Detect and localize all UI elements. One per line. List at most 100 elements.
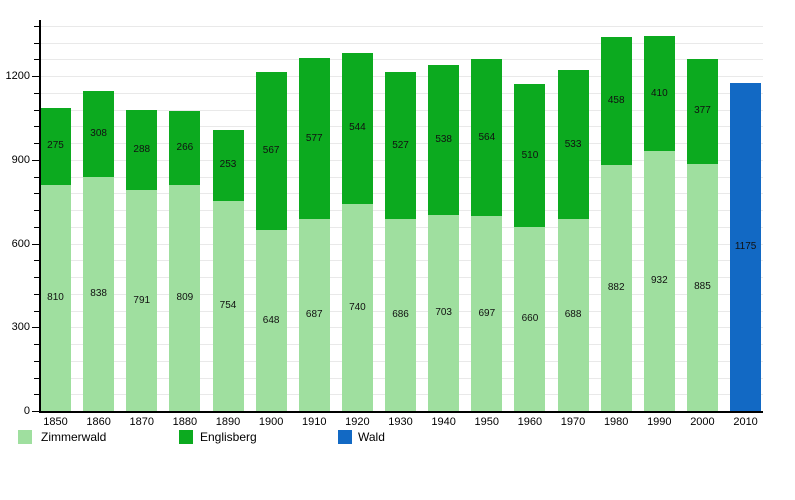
- x-axis-tick-label: 1980: [603, 416, 629, 428]
- y-axis-tick: [32, 76, 40, 77]
- x-axis-tick-label: 1850: [43, 416, 68, 428]
- bar-segment-zimmerwald-1990: [643, 150, 675, 411]
- y-gridline: [41, 59, 763, 61]
- bar-segment-englisberg-1870: [126, 109, 158, 191]
- legend-swatch-zimmerwald: [18, 430, 32, 444]
- bar-segment-englisberg-1900: [255, 71, 287, 231]
- y-axis-tick-label: 0: [23, 405, 30, 417]
- y-axis-tick: [34, 42, 40, 44]
- x-axis-tick-label: 1940: [431, 416, 456, 428]
- y-axis-tick: [34, 310, 40, 312]
- bar-value-label: 275: [47, 140, 64, 152]
- bar-segment-zimmerwald-1970: [557, 218, 589, 411]
- x-axis-tick-label: 2000: [690, 416, 715, 428]
- y-axis-tick: [34, 109, 40, 111]
- bar-value-label: 538: [435, 133, 452, 145]
- y-axis-tick-label: 1200: [5, 70, 30, 82]
- x-axis-tick-label: 1930: [388, 416, 413, 428]
- y-axis-tick-label: 300: [11, 321, 30, 334]
- x-axis-tick-label: 1900: [258, 416, 284, 428]
- legend-swatch-englisberg: [179, 430, 193, 444]
- y-gridline: [41, 25, 763, 27]
- y-axis-tick-label: 600: [11, 237, 30, 250]
- bar-segment-englisberg-1940: [428, 64, 460, 215]
- bar-segment-wald-2010: [730, 82, 762, 411]
- bar-segment-englisberg-1890: [212, 129, 244, 201]
- y-axis-tick: [34, 277, 40, 278]
- bar-segment-englisberg-1970: [557, 70, 589, 219]
- y-axis-tick: [32, 411, 40, 412]
- bar-value-label: 703: [435, 306, 452, 318]
- x-axis-tick-label: 1890: [215, 416, 241, 428]
- x-axis-tick-label: 1860: [86, 416, 111, 428]
- bar-value-label: 1175: [734, 240, 757, 252]
- bar-value-label: 377: [694, 105, 711, 117]
- bar-value-label: 688: [564, 308, 582, 320]
- bar-value-label: 577: [305, 132, 323, 144]
- bar-value-label: 544: [349, 122, 366, 134]
- x-axis-tick-label: 1990: [647, 416, 672, 428]
- y-axis-tick: [34, 92, 40, 94]
- y-axis-tick: [34, 394, 40, 396]
- bar-segment-englisberg-2000: [686, 58, 718, 164]
- y-axis-tick: [34, 126, 40, 128]
- bar-segment-englisberg-1850: [40, 108, 71, 185]
- bar-value-label: 838: [90, 288, 107, 300]
- bar-value-label: 527: [392, 139, 409, 151]
- bar-segment-englisberg-1920: [341, 52, 373, 205]
- bar-value-label: 308: [90, 128, 107, 140]
- y-axis-tick: [34, 226, 40, 228]
- y-axis-tick: [34, 293, 40, 295]
- bar-segment-zimmerwald-1890: [212, 200, 244, 411]
- x-axis-tick-label: 1910: [302, 416, 327, 428]
- bar-value-label: 754: [219, 299, 237, 311]
- legend-label-zimmerwald: Zimmerwald: [41, 430, 107, 444]
- bar-segment-zimmerwald-2000: [686, 163, 718, 411]
- y-axis-tick: [34, 360, 40, 362]
- bar-value-label: 648: [262, 314, 280, 326]
- bar-segment-englisberg-1910: [298, 58, 330, 220]
- bar-segment-englisberg-1860: [83, 91, 115, 178]
- x-axis-line: [40, 411, 763, 413]
- y-axis-tick: [34, 59, 40, 61]
- bar-value-label: 266: [176, 142, 194, 154]
- bar-value-label: 686: [392, 309, 409, 321]
- bar-segment-zimmerwald-1850: [40, 184, 71, 411]
- bar-value-label: 533: [564, 138, 582, 150]
- bar-value-label: 510: [521, 149, 539, 161]
- bar-segment-zimmerwald-1940: [428, 214, 460, 411]
- bar-value-label: 253: [219, 159, 237, 171]
- legend-label-wald: Wald: [358, 430, 385, 444]
- x-axis-tick-label: 1960: [517, 416, 543, 428]
- x-axis-tick-label: 1880: [172, 416, 198, 428]
- bar-value-label: 567: [262, 144, 280, 156]
- bar-value-label: 660: [521, 312, 539, 324]
- bar-segment-englisberg-1930: [385, 72, 417, 220]
- bar-value-label: 740: [349, 301, 366, 313]
- bar-segment-englisberg-1950: [471, 58, 503, 217]
- bar-segment-zimmerwald-1930: [385, 219, 417, 411]
- bar-segment-zimmerwald-1900: [255, 230, 287, 411]
- legend-label-englisberg: Englisberg: [200, 430, 257, 444]
- bar-value-label: 882: [607, 281, 625, 293]
- bar-value-label: 410: [650, 87, 668, 99]
- bar-segment-zimmerwald-1910: [298, 219, 330, 411]
- bar-segment-zimmerwald-1870: [126, 190, 158, 411]
- x-axis-tick-label: 2010: [733, 416, 758, 428]
- x-axis-tick-label: 1950: [474, 416, 500, 428]
- bar-value-label: 932: [650, 274, 668, 286]
- bar-value-label: 564: [478, 131, 496, 143]
- bar-segment-zimmerwald-1950: [471, 216, 503, 411]
- x-axis-tick-label: 1920: [345, 416, 370, 428]
- bar-value-label: 885: [694, 281, 711, 293]
- y-axis-tick: [32, 243, 40, 245]
- y-axis-tick: [34, 377, 40, 379]
- x-axis-tick-label: 1870: [129, 416, 154, 428]
- y-axis-tick: [34, 176, 40, 178]
- y-axis-tick: [34, 143, 40, 144]
- bar-value-label: 458: [607, 94, 625, 106]
- legend-swatch-wald: [338, 430, 352, 444]
- y-axis-tick: [34, 260, 40, 262]
- bar-value-label: 687: [305, 309, 323, 321]
- bar-segment-zimmerwald-1980: [600, 164, 632, 411]
